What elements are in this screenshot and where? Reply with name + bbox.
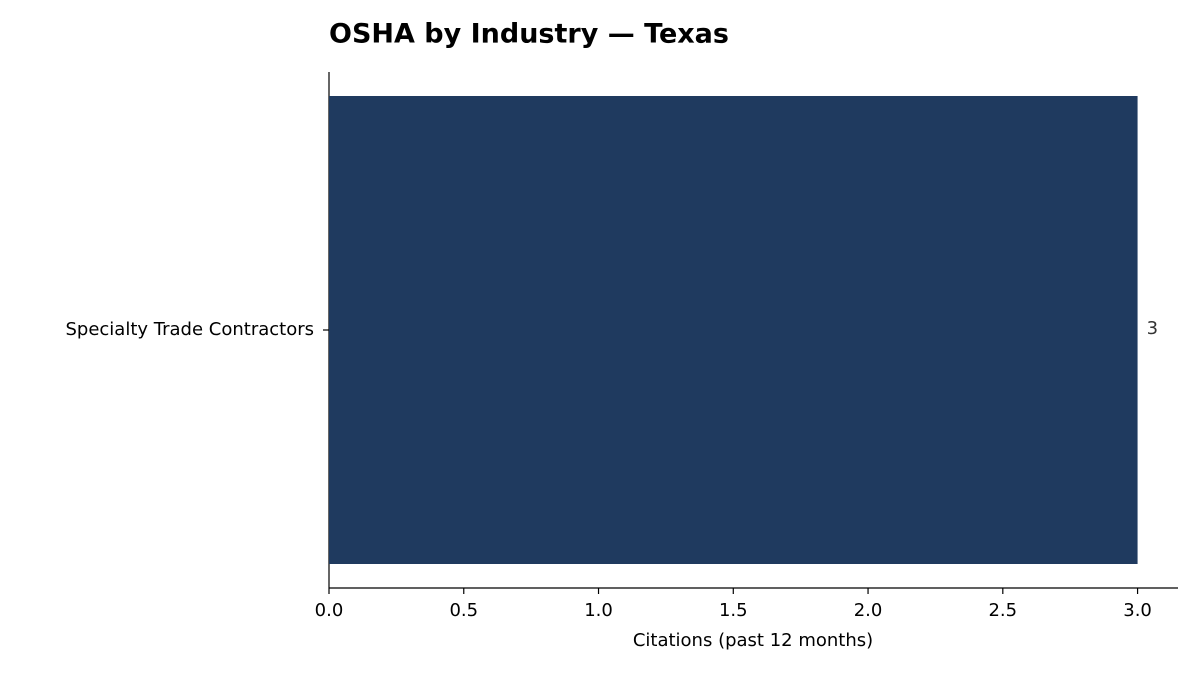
x-tick-label: 2.0 — [854, 600, 883, 621]
x-tick-label: 1.5 — [719, 600, 748, 621]
x-tick-label: 0.5 — [449, 600, 478, 621]
x-axis-label: Citations (past 12 months) — [633, 630, 873, 651]
bar — [329, 96, 1138, 564]
x-tick-label: 2.5 — [988, 600, 1017, 621]
x-tick-label: 1.0 — [584, 600, 613, 621]
x-tick-label: 3.0 — [1123, 600, 1152, 621]
y-tick-label: Specialty Trade Contractors — [65, 319, 314, 340]
x-tick-label: 0.0 — [315, 600, 344, 621]
chart-title: OSHA by Industry — Texas — [329, 19, 729, 50]
data-label: 3 — [1147, 318, 1158, 339]
